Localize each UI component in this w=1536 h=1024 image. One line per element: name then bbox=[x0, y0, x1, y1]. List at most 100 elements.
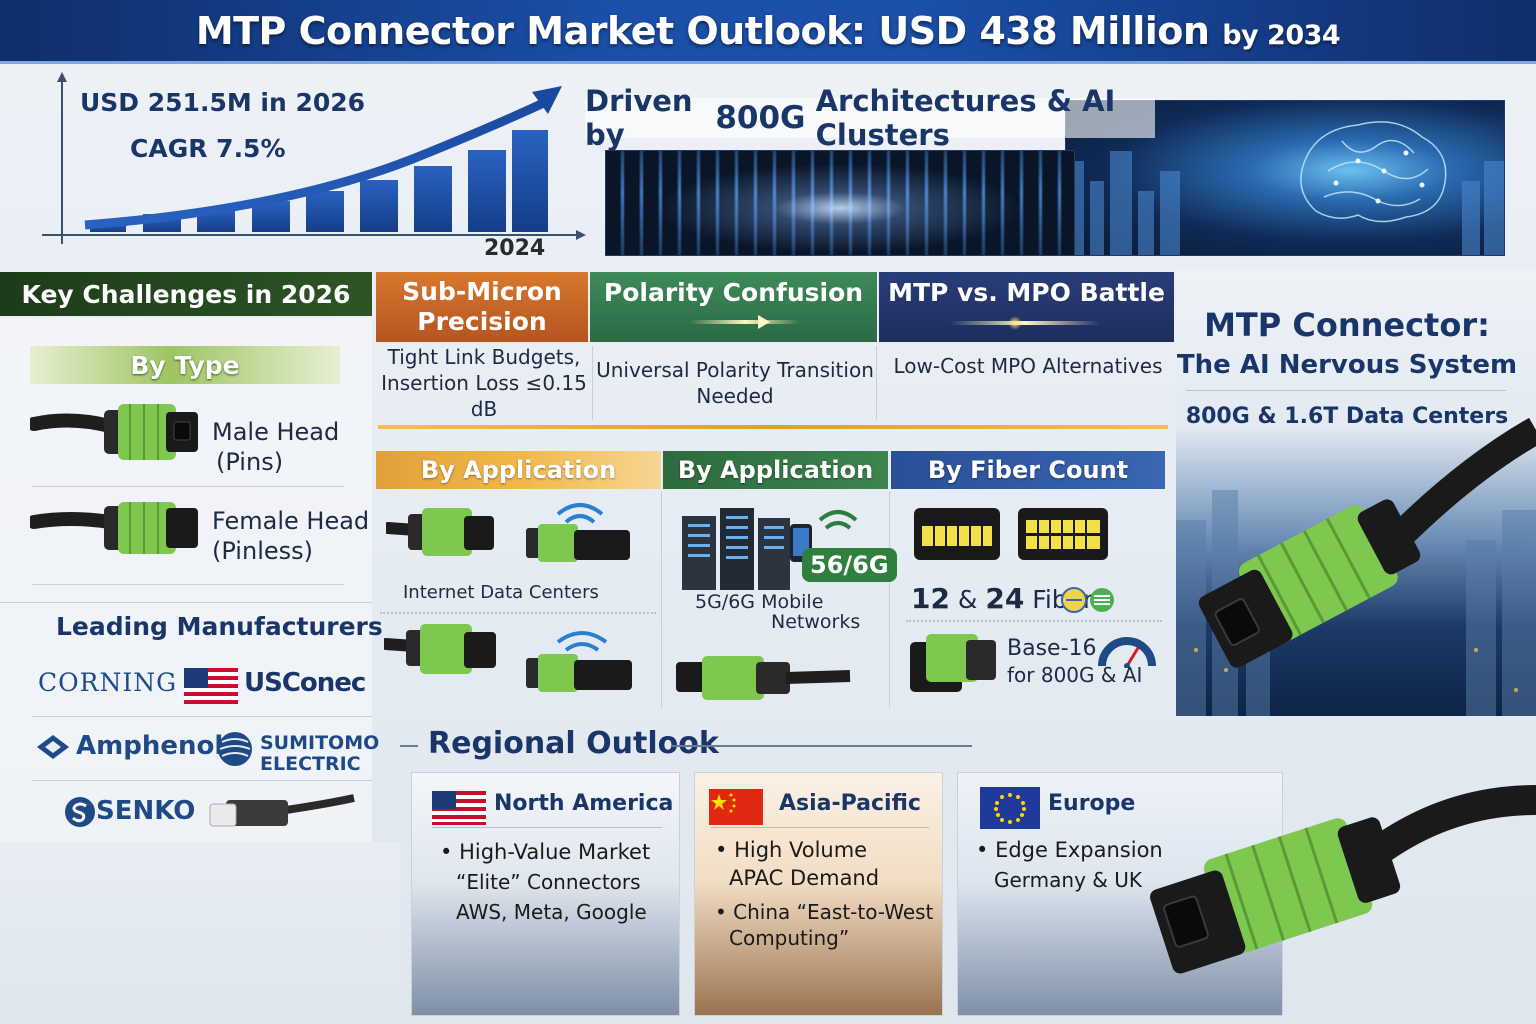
market-value-2026: USD 251.5M in 2026 bbox=[80, 88, 366, 117]
divider bbox=[32, 780, 372, 781]
regional-outlook-title: Regional Outlook bbox=[428, 726, 719, 761]
arrow-head-icon bbox=[532, 86, 562, 114]
eu-flag-icon bbox=[980, 787, 1040, 829]
growth-chart bbox=[42, 72, 586, 244]
growth-bar bbox=[414, 166, 452, 232]
left-panel-footer bbox=[0, 842, 400, 1024]
gold-divider bbox=[378, 425, 1168, 429]
us-flag-icon bbox=[184, 668, 238, 704]
hero-title: MTP Connector: bbox=[1204, 306, 1490, 344]
hero-connector-image bbox=[1176, 417, 1536, 716]
divider bbox=[876, 346, 877, 420]
corning-logo: CORNING bbox=[38, 668, 178, 697]
key-challenges-title: Key Challenges in 2026 bbox=[0, 272, 372, 316]
page-title: MTP Connector Market Outlook: USD 438 Mi… bbox=[195, 8, 1341, 53]
amphenol-logo: Amphenol bbox=[76, 731, 224, 761]
senko-s-icon bbox=[65, 797, 95, 827]
challenge-polarity-body: Universal Polarity Transition Needed bbox=[596, 358, 874, 408]
usconec-logo: USConec bbox=[244, 668, 366, 698]
lc-connector-icon bbox=[209, 794, 355, 827]
challenge-sub-micron-body: Tight Link Budgets, Insertion Loss ≤0.15… bbox=[381, 345, 587, 421]
leading-manufacturers-title: Leading Manufacturers bbox=[56, 612, 383, 641]
by-application-title-1: By Application bbox=[376, 451, 661, 489]
axis-year-label: 2024 bbox=[484, 236, 546, 261]
divider bbox=[400, 745, 418, 747]
growth-bar bbox=[512, 130, 548, 232]
region-name: Europe bbox=[1048, 791, 1136, 816]
male-head-label: Male Head (Pins) bbox=[212, 418, 340, 476]
divider bbox=[32, 486, 344, 487]
hero-tagline: 800G & 1.6T Data Centers bbox=[1185, 404, 1509, 429]
by-type-title: By Type bbox=[30, 346, 340, 384]
challenge-polarity-title: Polarity Confusion bbox=[590, 272, 877, 342]
speed-gauge-icon bbox=[1098, 637, 1156, 668]
divider bbox=[380, 612, 656, 614]
fiber-count-toggle-icon bbox=[1061, 587, 1114, 613]
connector-icon bbox=[676, 656, 851, 700]
by-fiber-count-title: By Fiber Count bbox=[891, 451, 1165, 489]
by-application-title-2: By Application bbox=[663, 451, 888, 489]
divider bbox=[0, 602, 372, 603]
divider bbox=[432, 827, 662, 828]
growth-bar bbox=[306, 191, 344, 232]
region-item: • High-Value Market bbox=[440, 840, 651, 864]
hero-subtitle: The AI Nervous System bbox=[1176, 350, 1518, 380]
base16-connector-icon bbox=[910, 634, 996, 692]
us-flag-icon bbox=[432, 791, 486, 825]
growth-bars bbox=[90, 130, 548, 232]
challenge-mtp-vs-mpo-title: MTP vs. MPO Battle bbox=[879, 272, 1174, 342]
divider bbox=[1186, 390, 1506, 391]
region-item: • Edge Expansion bbox=[976, 838, 1163, 862]
challenge-sub-micron-title: Sub-Micron Precision bbox=[376, 272, 588, 342]
region-item: Germany & UK bbox=[994, 868, 1142, 892]
left-panel bbox=[0, 318, 372, 842]
bottom-connector-image bbox=[1150, 785, 1536, 974]
region-item: “Elite” Connectors bbox=[456, 870, 641, 894]
connector-icon bbox=[386, 508, 494, 556]
driven-by-headline: Driven by 800G Architectures & AI Cluste… bbox=[585, 84, 1155, 152]
region-item: APAC Demand bbox=[729, 866, 880, 890]
growth-bar bbox=[360, 180, 398, 232]
growth-trend-arrow bbox=[84, 95, 552, 230]
divider bbox=[889, 492, 890, 708]
12-fiber-ferrule-icon bbox=[914, 508, 1000, 560]
divider bbox=[711, 827, 929, 828]
divider bbox=[906, 620, 1162, 622]
ai-brain-icon bbox=[1066, 121, 1504, 255]
challenge-mtp-vs-mpo-body: Low-Cost MPO Alternatives bbox=[893, 354, 1163, 378]
wireless-connector-icon bbox=[526, 503, 630, 562]
5g-6g-badge: 56/6G bbox=[802, 548, 897, 582]
region-name: North America bbox=[494, 791, 674, 816]
amphenol-diamond-icon bbox=[37, 735, 69, 759]
glow-spark-icon bbox=[950, 321, 1100, 325]
hero-panel bbox=[1176, 270, 1536, 716]
sumitomo-electric-logo: SUMITOMO ELECTRIC bbox=[260, 732, 380, 775]
china-flag-icon bbox=[709, 789, 763, 825]
base-16-label: Base-16 for 800G & AI bbox=[1007, 636, 1143, 687]
divider bbox=[592, 346, 593, 420]
arrow-head-icon bbox=[758, 315, 770, 329]
region-item: AWS, Meta, Google bbox=[456, 900, 647, 924]
senko-logo: SENKO bbox=[96, 796, 196, 826]
divider bbox=[32, 716, 372, 717]
female-head-label: Female Head (Pinless) bbox=[212, 507, 370, 565]
server-rack-icon bbox=[682, 508, 790, 590]
region-card-asia-pacific: Asia-Pacific • High Volume APAC Demand •… bbox=[694, 772, 943, 1016]
spark-icon bbox=[1008, 316, 1022, 330]
datacenter-image bbox=[605, 150, 1075, 256]
divider bbox=[672, 745, 972, 747]
24-fiber-ferrule-icon bbox=[1018, 508, 1108, 560]
female-connector-icon bbox=[30, 502, 198, 554]
connector-icon bbox=[384, 624, 496, 674]
region-card-north-america: North America • High-Value Market “Elite… bbox=[411, 772, 680, 1016]
region-item: • High Volume bbox=[715, 838, 868, 862]
region-name: Asia-Pacific bbox=[779, 791, 921, 816]
cagr-label: CAGR 7.5% bbox=[130, 134, 286, 163]
sumitomo-globe-icon bbox=[218, 732, 252, 766]
region-item: • China “East-to-West bbox=[715, 900, 934, 924]
internet-data-centers-label: Internet Data Centers bbox=[403, 582, 599, 603]
growth-bar bbox=[468, 150, 506, 232]
page-header: MTP Connector Market Outlook: USD 438 Mi… bbox=[0, 0, 1536, 64]
male-connector-icon bbox=[30, 404, 198, 460]
mobile-networks-label: 5G/6G Mobile Networks bbox=[695, 591, 861, 633]
